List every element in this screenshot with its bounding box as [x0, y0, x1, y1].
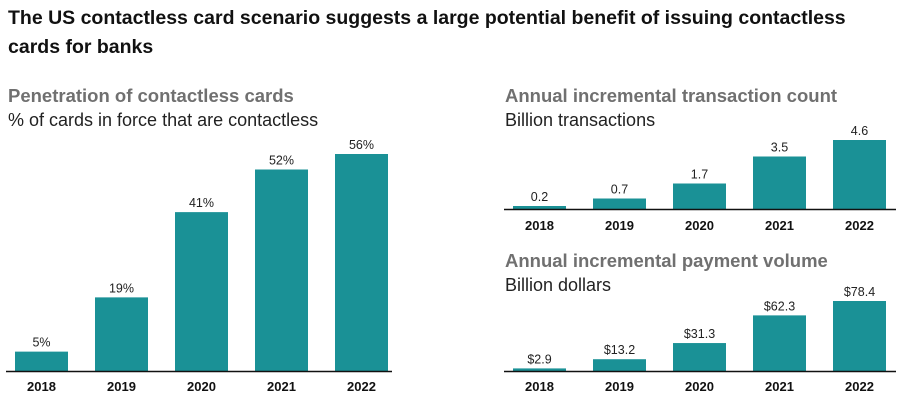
transaction-count-bar-2019	[593, 198, 646, 209]
transaction-count-chart-subtitle: Billion transactions	[505, 110, 656, 130]
payment-volume-bar-2022	[833, 301, 886, 371]
penetration-chart: 5% 2018 19% 2019 41% 2020 52% 2021 56% 2022	[6, 138, 392, 394]
transaction-count-x-tick-label: 2020	[685, 218, 714, 233]
transaction-count-bar-2020	[673, 183, 726, 209]
penetration-x-tick-label: 2020	[187, 379, 216, 394]
penetration-value-label: 5%	[32, 336, 50, 350]
penetration-bar-2019	[95, 297, 148, 371]
payment-volume-bar-2019	[593, 359, 646, 371]
payment-volume-value-label: $31.3	[684, 327, 715, 341]
payment-volume-x-tick-label: 2020	[685, 379, 714, 394]
payment-volume-x-tick-label: 2021	[765, 379, 794, 394]
payment-volume-value-label: $2.9	[527, 352, 551, 366]
transaction-count-x-tick-label: 2021	[765, 218, 794, 233]
payment-volume-value-label: $13.2	[604, 343, 635, 357]
penetration-value-label: 19%	[109, 281, 134, 295]
transaction-count-value-label: 0.7	[611, 183, 628, 197]
transaction-count-bar-2018	[513, 206, 566, 209]
penetration-bar-2018	[15, 351, 68, 371]
payment-volume-chart: $2.9 2018 $13.2 2019 $31.3 2020 $62.3 2021 $78.4…	[504, 285, 896, 394]
penetration-x-tick-label: 2018	[27, 379, 56, 394]
penetration-chart-subtitle: % of cards in force that are contactless	[8, 110, 319, 130]
penetration-value-label: 41%	[189, 196, 214, 210]
payment-volume-x-tick-label: 2018	[525, 379, 554, 394]
transaction-count-value-label: 1.7	[691, 168, 708, 182]
transaction-count-bar-2021	[753, 156, 806, 209]
payment-volume-chart-title: Annual incremental payment volume	[505, 250, 828, 271]
penetration-x-tick-label: 2019	[107, 379, 136, 394]
penetration-value-label: 52%	[269, 154, 294, 168]
payment-volume-bar-2018	[513, 368, 566, 371]
transaction-count-chart: 0.2 2018 0.7 2019 1.7 2020 3.5 2021 4.6 2022	[504, 124, 896, 233]
penetration-bar-2020	[175, 212, 228, 371]
payment-volume-value-label: $62.3	[764, 299, 795, 313]
transaction-count-chart-title: Annual incremental transaction count	[505, 85, 838, 106]
transaction-count-x-tick-label: 2019	[605, 218, 634, 233]
payment-volume-x-tick-label: 2022	[845, 379, 874, 394]
penetration-bar-2022	[335, 154, 388, 371]
payment-volume-x-tick-label: 2019	[605, 379, 634, 394]
payment-volume-bar-2021	[753, 315, 806, 371]
penetration-value-label: 56%	[349, 138, 374, 152]
page-title: The US contactless card scenario suggest…	[8, 7, 846, 58]
transaction-count-x-tick-label: 2022	[845, 218, 874, 233]
transaction-count-bar-2022	[833, 140, 886, 209]
penetration-bar-2021	[255, 169, 308, 371]
penetration-x-tick-label: 2022	[347, 379, 376, 394]
payment-volume-value-label: $78.4	[844, 285, 875, 299]
penetration-x-tick-label: 2021	[267, 379, 296, 394]
penetration-chart-title: Penetration of contactless cards	[8, 85, 294, 106]
payment-volume-bar-2020	[673, 343, 726, 371]
transaction-count-value-label: 4.6	[851, 124, 868, 138]
transaction-count-x-tick-label: 2018	[525, 218, 554, 233]
transaction-count-value-label: 3.5	[771, 141, 788, 155]
payment-volume-chart-subtitle: Billion dollars	[505, 275, 612, 295]
transaction-count-value-label: 0.2	[531, 190, 548, 204]
